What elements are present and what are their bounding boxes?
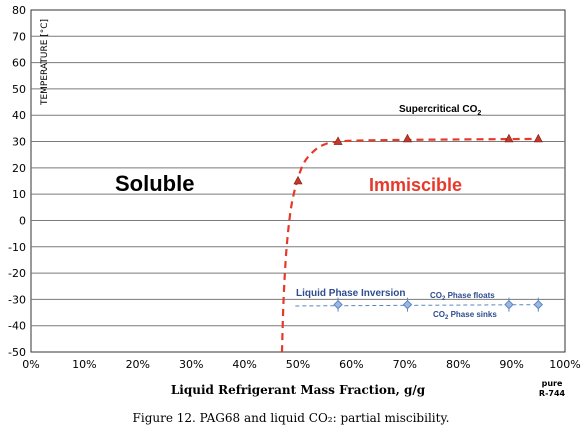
data-markers: [293, 133, 544, 312]
x-tick-label: 30%: [179, 358, 203, 371]
y-axis-label: TEMPERATURE [°C]: [40, 19, 50, 106]
y-tick-label: 80: [12, 4, 26, 17]
y-tick-label: -30: [8, 293, 26, 306]
x-tick-label: 100%: [549, 358, 580, 371]
y-tick-label: 60: [12, 57, 26, 70]
diamond-point: [402, 299, 413, 310]
phase-inversion-line: [295, 304, 539, 307]
triangle-point: [533, 133, 543, 143]
y-tick-label: 40: [12, 109, 26, 122]
x-tick-label: 40%: [232, 358, 256, 371]
co2-sinks-label: CO2 Phase sinks: [433, 310, 497, 321]
figure-caption: Figure 12. PAG68 and liquid CO₂: partial…: [132, 411, 450, 425]
miscibility-chart: 80 70 60 50 40 30 20 10 0 -10 -20 -30 -40 -50 0% 10% 20…: [8, 4, 581, 398]
y-tick-label: -40: [8, 320, 26, 333]
y-tick-label: -50: [8, 346, 26, 359]
diamond-point: [333, 299, 343, 310]
soluble-label: Soluble: [115, 171, 194, 196]
y-tick-label: 0: [19, 214, 26, 227]
x-tick-label: 0%: [22, 358, 39, 371]
y-tick-label: 30: [12, 136, 26, 149]
gridlines: [31, 35, 565, 327]
diamond-point: [504, 299, 514, 310]
y-tick-labels: 80 70 60 50 40 30 20 10 0 -10 -20 -30 -40 -50: [8, 4, 26, 359]
triangle-point: [504, 133, 514, 143]
y-tick-label: -10: [8, 241, 26, 254]
y-tick-label: -20: [8, 267, 26, 280]
y-tick-label: 70: [12, 30, 26, 43]
inversion-label: Liquid Phase Inversion: [296, 288, 405, 299]
x-tick-label: 50%: [286, 358, 310, 371]
triangle-point: [293, 175, 303, 185]
x-tick-label: 80%: [446, 358, 470, 371]
solubility-boundary-curve: [280, 137, 539, 353]
y-tick-label: 50: [12, 83, 26, 96]
x-tick-label: 90%: [499, 358, 523, 371]
supercritical-label: Supercritical CO2: [399, 104, 481, 117]
x-tick-label: 10%: [72, 358, 96, 371]
diamond-point: [533, 299, 544, 310]
immiscible-label: Immiscible: [369, 175, 462, 195]
x-tick-label: 20%: [126, 358, 150, 371]
x-tick-label: 60%: [339, 358, 363, 371]
x-tick-labels: 0% 10% 20% 30% 40% 50% 60% 70% 80% 90% 100%: [22, 358, 580, 371]
r744-label: R-744: [539, 389, 566, 398]
x-axis-label: Liquid Refrigerant Mass Fraction, g/g: [171, 383, 426, 397]
triangle-point: [402, 133, 412, 143]
triangle-point: [333, 136, 343, 145]
co2-floats-label: CO2 Phase floats: [430, 291, 495, 302]
y-tick-label: 20: [12, 162, 26, 175]
pure-label: pure: [542, 379, 563, 388]
x-tick-label: 70%: [393, 358, 417, 371]
y-tick-label: 10: [12, 188, 26, 201]
